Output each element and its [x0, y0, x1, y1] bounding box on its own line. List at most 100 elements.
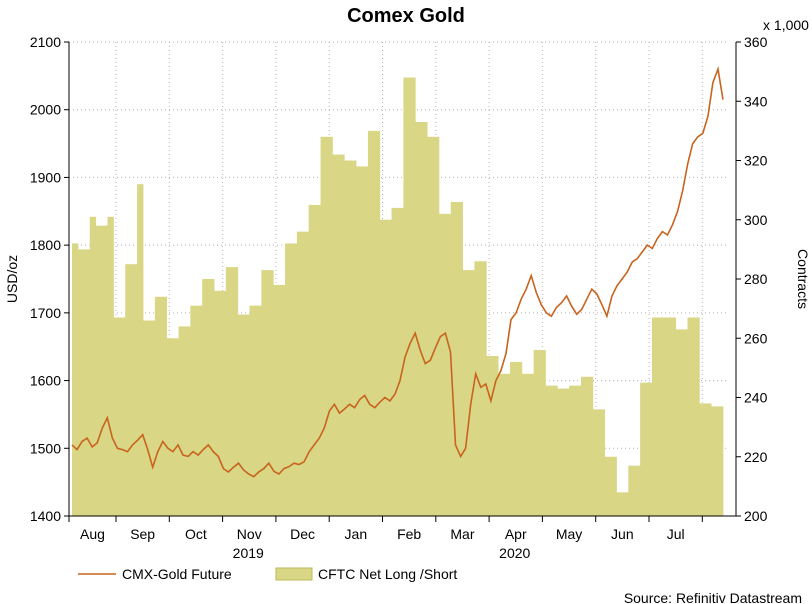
net-long-short-bar: [202, 279, 209, 516]
net-long-short-bar: [338, 154, 345, 516]
net-long-short-bar: [669, 317, 677, 516]
net-long-short-bar: [285, 243, 292, 516]
net-long-short-bar: [350, 160, 357, 516]
net-long-short-bar: [302, 231, 310, 516]
net-long-short-bar: [344, 160, 351, 516]
net-long-short-bar: [651, 317, 659, 516]
month-tick-label: Jul: [667, 526, 685, 542]
net-long-short-bar: [444, 213, 452, 516]
net-long-short-bar: [314, 204, 321, 516]
net-long-short-bar: [166, 338, 174, 516]
net-long-short-bar: [261, 270, 268, 516]
net-long-short-bar: [214, 290, 221, 516]
net-long-short-bar: [438, 213, 446, 516]
month-tick-label: Jun: [611, 526, 634, 542]
net-long-short-bar: [243, 314, 250, 516]
right-tick-label: 340: [744, 93, 768, 109]
net-long-short-bar: [450, 201, 458, 516]
net-long-short-bar: [184, 326, 191, 516]
net-long-short-bar: [119, 317, 126, 516]
net-long-short-bar: [687, 317, 694, 516]
net-long-short-bar: [397, 207, 404, 516]
month-tick-label: Apr: [505, 526, 527, 542]
net-long-short-bar: [551, 385, 558, 516]
net-long-short-bar: [539, 350, 546, 516]
right-axis-label: Contracts: [795, 249, 811, 309]
right-tick-label: 200: [744, 508, 768, 524]
net-long-short-bar: [421, 121, 428, 517]
right-tick-label: 300: [744, 212, 768, 228]
net-long-short-bar: [148, 320, 156, 516]
net-long-short-bar: [83, 249, 91, 516]
net-long-short-bar: [409, 77, 416, 517]
net-long-short-bar: [527, 373, 535, 516]
net-long-short-bar: [296, 231, 304, 516]
left-tick-label: 1400: [30, 508, 61, 524]
net-long-short-bar: [385, 219, 392, 516]
net-long-short-bar: [504, 373, 511, 516]
left-axis-label: USD/oz: [4, 255, 20, 303]
legend-label-gold: CMX-Gold Future: [122, 566, 232, 582]
left-tick-label: 1700: [30, 305, 61, 321]
net-long-short-bar: [154, 296, 162, 516]
net-long-short-bar: [72, 243, 79, 516]
right-tick-label: 220: [744, 449, 768, 465]
net-long-short-bar: [598, 409, 606, 516]
left-tick-label: 1800: [30, 237, 61, 253]
net-long-short-bar: [569, 385, 576, 516]
month-tick-label: Sep: [130, 526, 155, 542]
net-long-short-bar: [681, 329, 688, 516]
net-long-short-bar: [433, 136, 440, 517]
net-long-short-bar: [361, 166, 369, 517]
net-long-short-bar: [107, 216, 114, 516]
net-long-short-bar: [663, 317, 671, 516]
left-axis-ticks: 1400 1500 1600 1700 1800 1900 2000 2100: [30, 34, 69, 524]
month-tick-label: Aug: [80, 526, 105, 542]
net-long-short-bar: [580, 376, 588, 516]
left-tick-label: 1900: [30, 169, 61, 185]
net-long-short-bar: [486, 356, 493, 516]
net-long-short-bar: [101, 225, 108, 517]
net-long-short-bar: [403, 77, 410, 517]
net-long-short-bar: [456, 201, 463, 516]
net-long-short-bar: [498, 373, 505, 516]
net-long-short-bar: [515, 361, 523, 516]
net-long-short-bar: [610, 456, 617, 516]
net-long-short-bar: [533, 350, 540, 516]
net-long-short-bar: [474, 261, 481, 516]
net-long-short-bar: [320, 136, 327, 517]
net-long-short-bar: [208, 279, 215, 516]
net-long-short-bar: [267, 270, 274, 516]
right-tick-label: 260: [744, 330, 768, 346]
net-long-short-bar: [113, 317, 120, 516]
net-long-short-bar: [143, 320, 150, 516]
net-long-short-bar: [196, 305, 203, 516]
net-long-short-bar: [492, 356, 499, 516]
net-long-short-bar: [255, 305, 262, 516]
net-long-short-bar: [373, 130, 381, 516]
net-long-short-bar: [95, 225, 102, 517]
net-long-short-bar: [131, 264, 138, 516]
net-long-short-bar: [575, 385, 582, 516]
year-tick-label: 2020: [499, 545, 530, 561]
net-long-short-bar: [427, 136, 434, 517]
year-tick-label: 2019: [233, 545, 264, 561]
net-long-short-bar: [628, 465, 635, 516]
net-long-short-bars: [72, 77, 724, 517]
month-tick-label: May: [556, 526, 582, 542]
net-long-short-bar: [480, 261, 487, 516]
net-long-short-bar: [225, 267, 233, 516]
net-long-short-bar: [711, 406, 718, 516]
net-long-short-bar: [622, 492, 629, 516]
net-long-short-bar: [468, 270, 475, 516]
net-long-short-bar: [190, 305, 197, 516]
net-long-short-bar: [657, 317, 665, 516]
net-long-short-bar: [604, 456, 611, 516]
right-axis-ticks: 200 220 240 260 280 300 320 340 360: [736, 34, 768, 524]
month-tick-label: Feb: [397, 526, 421, 542]
net-long-short-bar: [172, 338, 179, 516]
right-axis-multiplier: x 1,000: [763, 17, 809, 33]
net-long-short-bar: [693, 317, 700, 516]
net-long-short-bar: [137, 184, 144, 516]
